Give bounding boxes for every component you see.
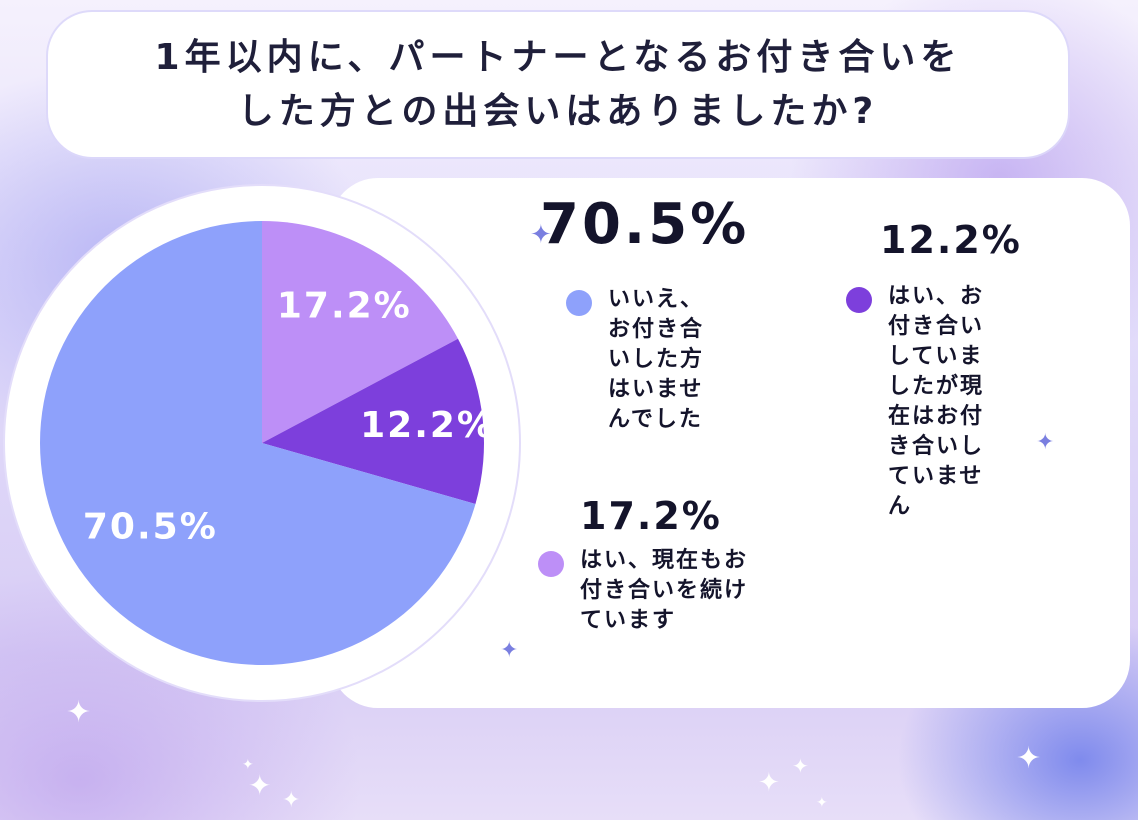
sparkle-icon: ✦ [66, 695, 92, 730]
pie-slice-label-yes-ended: 12.2% [360, 405, 495, 446]
legend-label-yes-ended: はい、お 付き合い していま したが現 在はお付 き合いし ていませ ん [888, 282, 984, 522]
legend-label-yes-ended-line: き合いし [888, 434, 985, 459]
pie-chart: 17.2% 12.2% 70.5% [3, 184, 521, 702]
legend-label-yes-ended-line: していま [888, 344, 984, 369]
sparkle-icon: ✦ [282, 788, 301, 813]
legend-dot-no [566, 290, 592, 316]
legend-label-yes-current-line: 付き合いを続け [580, 578, 749, 603]
pie-slice-yes-current [262, 221, 458, 443]
legend-label-yes-ended-line: 付き合い [888, 314, 985, 339]
title-box: 1年以内に、パートナーとなるお付き合いを した方との出会いはありましたか? [48, 12, 1068, 157]
sparkle-icon: ✦ [792, 754, 809, 778]
pie-slice-label-yes-current: 17.2% [277, 285, 412, 326]
legend-label-yes-ended-line: ん [888, 494, 913, 519]
legend-pct-no: 70.5% [540, 192, 750, 257]
sparkle-icon: ✦ [816, 795, 828, 811]
legend-label-no-line: いいえ、 [608, 287, 705, 312]
pie-slice-labels: 17.2% 12.2% 70.5% [83, 285, 495, 548]
chart-title-line-2: した方との出会いはありましたか? [237, 90, 879, 132]
pie-slice-no [40, 220, 476, 665]
legend-label-yes-ended-line: ていませ [888, 464, 984, 489]
legend-label-yes-ended-line: したが現 [888, 374, 985, 399]
chart-title-line-1: 1年以内に、パートナーとなるお付き合いを [154, 36, 962, 78]
legend-label-no-line: んでした [608, 407, 703, 432]
pie-slices [40, 220, 484, 665]
legend-dot-yes-ended [846, 287, 872, 313]
sparkle-icon: ✦ [248, 769, 272, 802]
legend-label-yes-ended-line: はい、お [888, 284, 985, 309]
legend-label-no-line: お付き合 [608, 317, 705, 342]
legend-item-yes-ended: はい、お 付き合い していま したが現 在はお付 き合いし ていませ ん [846, 282, 984, 522]
sparkle-icon: ✦ [758, 768, 780, 798]
legend-item-yes-current: はい、現在もお 付き合いを続け ています [538, 546, 748, 636]
legend-label-no: いいえ、 お付き合 いした方 はいませ んでした [608, 285, 704, 435]
sparkle-icon: ✦ [1016, 741, 1042, 776]
sparkle-icon: ✦ [242, 757, 254, 773]
sparkle-icon: ✦ [530, 220, 552, 250]
legend-label-yes-current-line: はい、現在もお [580, 548, 749, 573]
legend-pct-yes-current: 17.2% [580, 494, 722, 538]
legend-label-no-line: いした方 [608, 347, 705, 372]
pie-chart-container: 17.2% 12.2% 70.5% [0, 178, 530, 708]
legend-label-yes-current: はい、現在もお 付き合いを続け ています [580, 546, 748, 636]
sparkle-icon: ✦ [1036, 430, 1055, 455]
legend-dot-yes-current [538, 551, 564, 577]
legend-label-yes-ended-line: 在はお付 [888, 404, 985, 429]
sparkle-icon: ✦ [500, 638, 519, 663]
legend-item-no: いいえ、 お付き合 いした方 はいませ んでした [566, 285, 704, 435]
legend-label-no-line: はいませ [608, 377, 704, 402]
pie-slice-yes-ended [262, 338, 484, 504]
legend-pct-yes-ended: 12.2% [880, 218, 1022, 262]
pie-slice-label-no: 70.5% [83, 507, 218, 548]
legend-label-yes-current-line: ています [580, 608, 677, 633]
